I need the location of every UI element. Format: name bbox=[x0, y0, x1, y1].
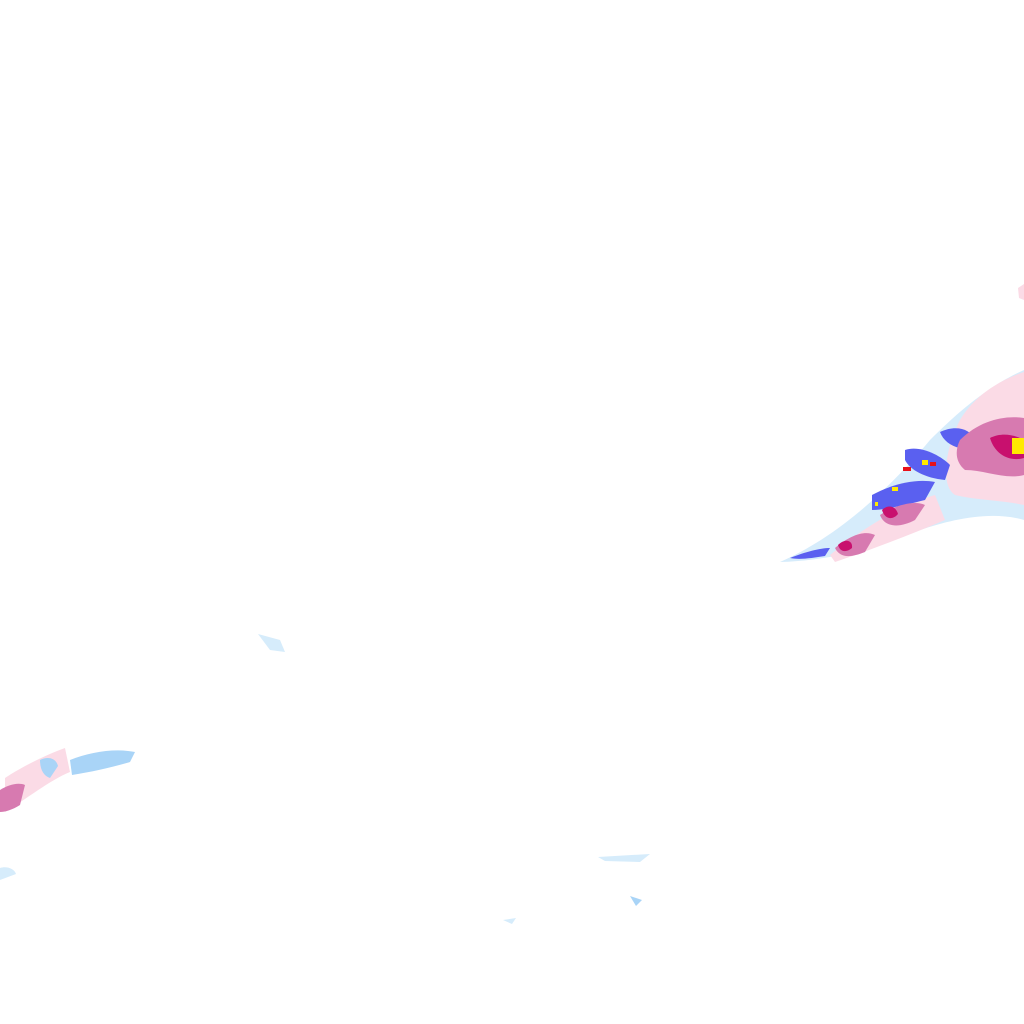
light-precip-area bbox=[70, 750, 135, 775]
intense-cell bbox=[875, 502, 878, 506]
moderate-precip-area bbox=[790, 548, 830, 559]
intense-cell bbox=[1012, 438, 1024, 454]
moderate-mix-area bbox=[956, 417, 1024, 477]
scattered-echoes bbox=[258, 284, 1024, 924]
very-light-precip-area bbox=[258, 634, 285, 652]
precipitation-band-west bbox=[0, 748, 135, 880]
very-light-precip-area bbox=[503, 918, 516, 924]
very-light-precip-area bbox=[598, 854, 650, 862]
extreme-cell bbox=[903, 467, 911, 471]
extreme-cell bbox=[930, 462, 936, 466]
intense-cell bbox=[922, 460, 928, 465]
heavy-mix-area bbox=[838, 540, 853, 552]
light-precip-area bbox=[630, 896, 642, 906]
moderate-precip-area bbox=[872, 480, 935, 510]
very-light-precip-area bbox=[0, 867, 16, 880]
light-precip-area bbox=[40, 758, 58, 778]
moderate-mix-area bbox=[880, 503, 925, 526]
intense-cell bbox=[892, 487, 898, 491]
heavy-mix-area bbox=[882, 506, 898, 519]
light-mix-area bbox=[1018, 284, 1024, 300]
precipitation-band-east bbox=[780, 370, 1024, 562]
moderate-mix-area bbox=[0, 783, 25, 812]
